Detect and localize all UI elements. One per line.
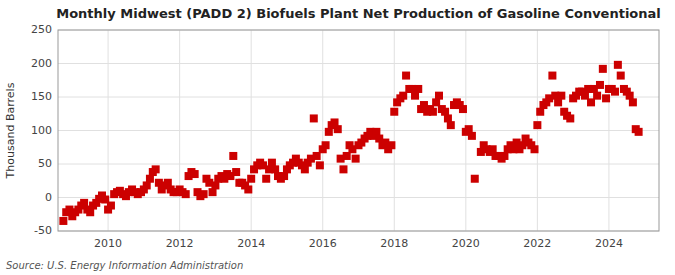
point (334, 125, 342, 133)
x-tick-label: 2018 (380, 237, 408, 250)
y-grid-line (58, 97, 659, 98)
point (339, 165, 347, 173)
y-tick-label: 0 (45, 191, 52, 204)
x-tick-label: 2014 (237, 237, 265, 250)
point (447, 121, 455, 129)
point (402, 72, 410, 80)
axes: -50 0 50 100 150 200 250 2010 2012 2014 2016 2018 20… (31, 23, 623, 250)
title: Monthly Midwest (PADD 2) Biofuels Plant … (56, 6, 661, 21)
x-tick-label: 2012 (166, 237, 194, 250)
point (629, 98, 637, 106)
y-grid-line (58, 63, 659, 64)
point (200, 190, 208, 198)
y-grid-line (58, 130, 659, 131)
point (566, 114, 574, 122)
chart: -50 0 50 100 150 200 250 2010 2012 2014 2016 2018 20… (0, 0, 675, 275)
point (232, 168, 240, 176)
y-tick-label: 200 (31, 57, 52, 70)
x-tick-label: 2016 (309, 237, 337, 250)
y-tick-label: 50 (38, 157, 52, 170)
point (599, 65, 607, 73)
point (352, 155, 360, 163)
x-grid-line (251, 30, 252, 231)
x-tick-label: 2022 (523, 237, 551, 250)
point (614, 61, 622, 69)
x-tick-label: 2010 (94, 237, 122, 250)
x-grid-line (179, 30, 180, 231)
x-grid-line (537, 30, 538, 231)
point (414, 85, 422, 93)
x-grid-line (608, 30, 609, 231)
point (387, 141, 395, 149)
point (531, 145, 539, 153)
point (533, 121, 541, 129)
point (435, 92, 443, 100)
point (635, 128, 643, 136)
x-grid-line (394, 30, 395, 231)
point (191, 170, 199, 178)
point (59, 217, 67, 225)
point (429, 108, 437, 116)
point (617, 72, 625, 80)
y-tick-label: 250 (31, 23, 52, 36)
points (59, 61, 642, 225)
point (107, 202, 115, 210)
point (316, 161, 324, 169)
chart-container: -50 0 50 100 150 200 250 2010 2012 2014 2016 2018 20… (0, 0, 675, 275)
point (468, 132, 476, 140)
point (459, 105, 467, 113)
point (548, 72, 556, 80)
source-note: Source: U.S. Energy Information Administ… (6, 260, 243, 271)
x-grid-line (322, 30, 323, 231)
point (262, 175, 270, 183)
y-grid-line (58, 197, 659, 198)
grid (58, 30, 659, 231)
plot-frame (58, 30, 659, 231)
y-axis-label: Thousand Barrels (4, 82, 17, 179)
point (182, 190, 190, 198)
point (244, 185, 252, 193)
y-tick-label: 150 (31, 90, 52, 103)
y-grid-line (58, 164, 659, 165)
point (596, 81, 604, 89)
plot-area (58, 30, 659, 231)
point (310, 114, 318, 122)
point (390, 108, 398, 116)
point (247, 175, 255, 183)
point (602, 94, 610, 102)
x-tick-label: 2020 (452, 237, 480, 250)
y-tick-label: 100 (31, 124, 52, 137)
point (593, 92, 601, 100)
point (152, 165, 160, 173)
x-tick-label: 2024 (595, 237, 623, 250)
point (229, 152, 237, 160)
point (557, 92, 565, 100)
point (611, 88, 619, 96)
point (322, 141, 330, 149)
point (471, 175, 479, 183)
y-tick-label: -50 (34, 224, 52, 237)
